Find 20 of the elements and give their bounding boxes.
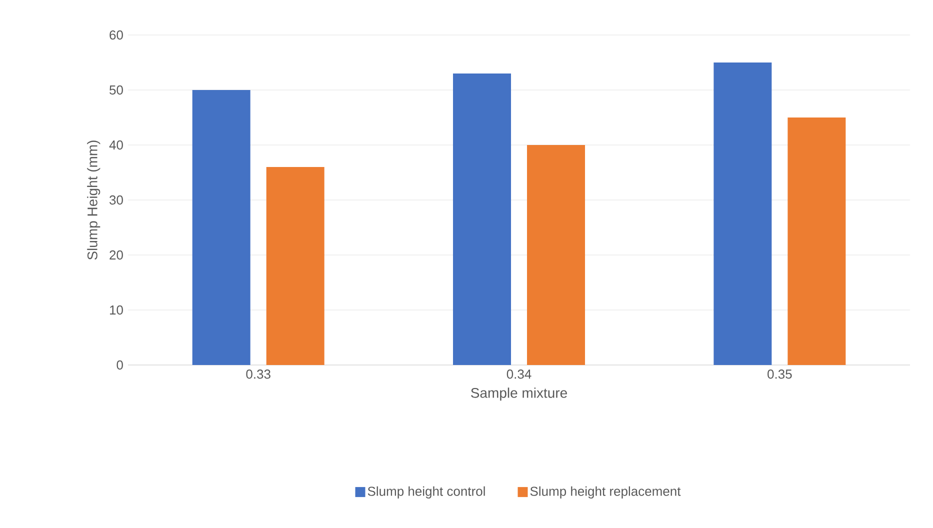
y-tick-label: 20 (110, 250, 123, 260)
y-tick-label: 0 (116, 360, 123, 370)
y-tick-label: 30 (110, 195, 123, 205)
bar (788, 118, 846, 365)
legend-label: Slump height replacement (530, 486, 681, 498)
bar (453, 74, 512, 365)
bar (714, 62, 772, 365)
legend-label: Slump height control (368, 486, 485, 498)
y-tick-label: 40 (109, 140, 123, 150)
bar (527, 145, 586, 365)
y-tick-label: 60 (110, 30, 123, 40)
y-tick-label: 10 (110, 305, 123, 315)
x-axis-title: Sample mixture (471, 388, 567, 401)
x-tick-label: 0.33 (246, 370, 270, 379)
x-tick-label: 0.35 (768, 370, 792, 379)
bar (266, 167, 324, 365)
bar (192, 90, 250, 365)
y-tick-label: 50 (110, 85, 123, 95)
y-axis-title: Slump Height (mm) (87, 140, 100, 260)
x-tick-label: 0.34 (506, 370, 532, 379)
